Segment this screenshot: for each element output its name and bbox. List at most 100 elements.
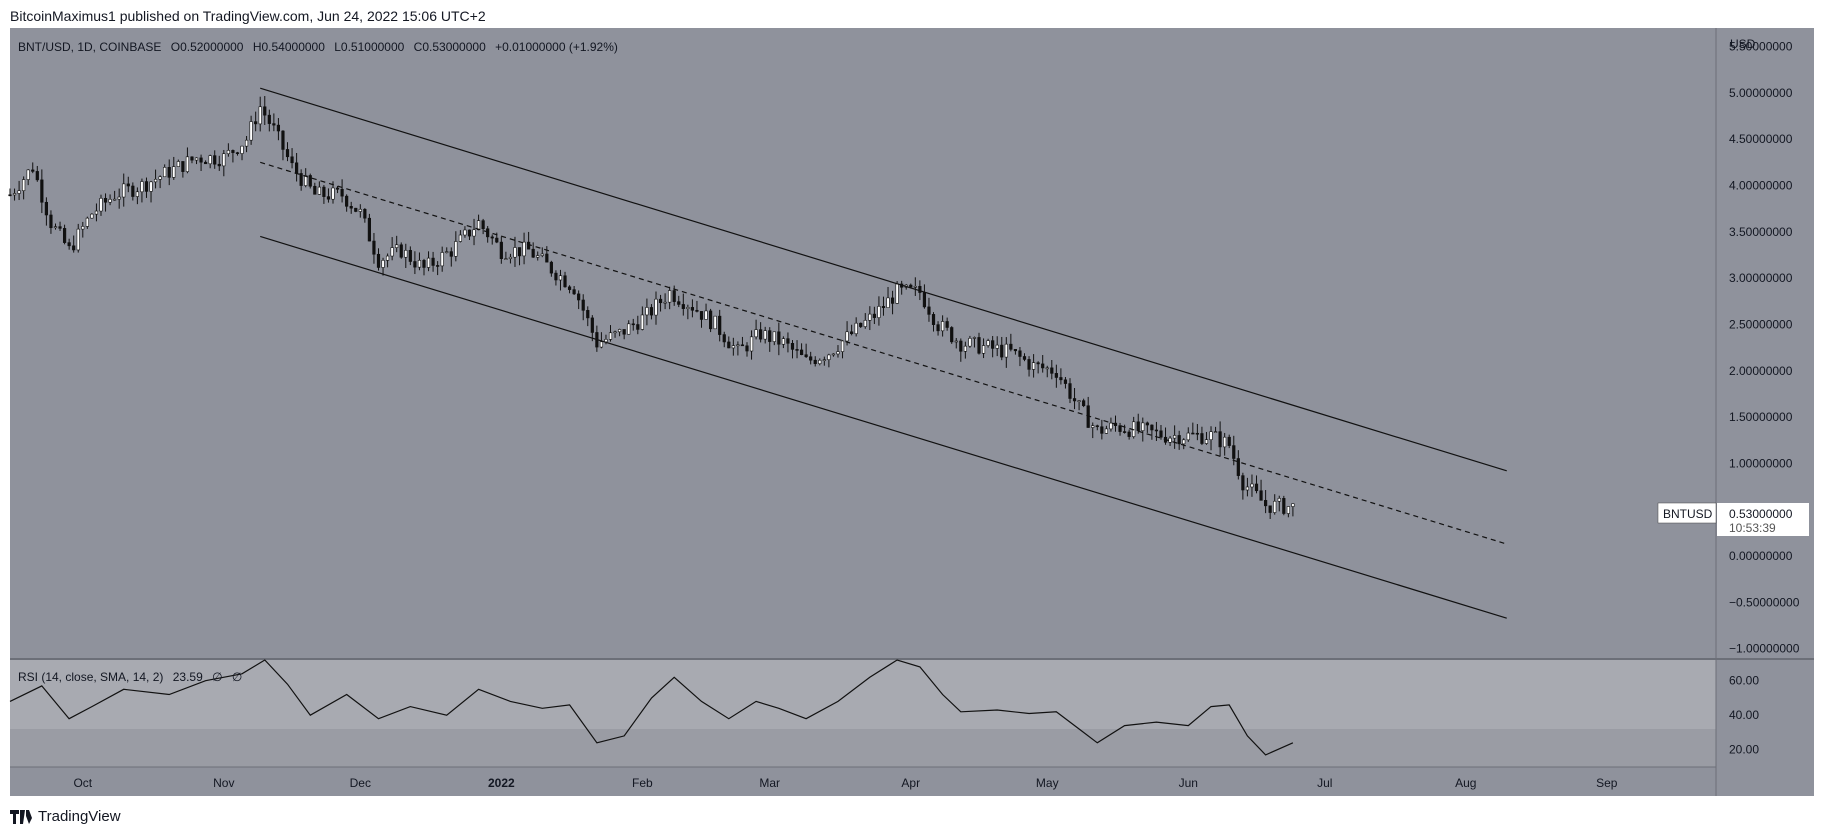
candle-body [1018,350,1022,357]
candle-body [1100,426,1104,434]
candle-body [749,336,754,352]
candle-body [708,310,713,330]
candle-body [909,284,913,288]
candle-body [554,272,558,281]
candle-body [404,250,408,258]
candle-body [17,190,21,194]
candle-body [272,123,276,126]
candle-body [322,186,326,197]
candle-body [1063,379,1068,384]
candle-body [913,285,917,288]
candle-body [445,251,449,253]
candle-body [1091,425,1095,428]
candle-body [1245,486,1250,491]
candle-body [1082,400,1086,407]
candle-body [122,183,126,198]
candle-body [645,307,649,316]
time-tick-label: Jun [1179,776,1198,790]
candle-body [258,106,262,125]
candle-body [504,258,508,260]
candles-layer [8,96,1295,519]
candle-body [172,166,176,178]
time-tick-label: Feb [632,776,653,790]
candle-body [1213,431,1218,433]
candle-body [1227,436,1231,446]
candle-body [704,310,708,320]
candle-body [995,344,999,349]
candle-body [1186,432,1190,441]
candle-body [745,345,749,352]
legend-c-value: 0.53000000 [422,40,486,54]
candle-body [1282,498,1286,514]
legend-c-label: C [414,40,423,54]
candle-body [463,229,467,236]
candle-body [199,157,203,163]
candle-body [1000,344,1004,358]
candle-body [1264,500,1268,507]
candle-body [367,217,371,242]
candle-body [1204,439,1209,444]
candle-body [158,176,162,180]
candle-body [936,324,940,332]
candle-body [1036,362,1040,365]
price-tick-label: 5.00000000 [1729,86,1793,100]
tradingview-footer: TradingView [10,808,121,825]
candle-body [640,314,644,330]
candle-body [963,345,967,352]
candle-body [94,210,99,215]
candle-body [40,179,44,203]
candle-body [244,139,249,147]
candle-body [618,329,622,333]
candle-body [672,290,676,302]
candle-body [1022,356,1027,360]
candle-body [981,345,986,354]
candle-body [176,161,180,167]
candle-body [740,344,745,347]
rsi-tick-label: 40.00 [1729,708,1759,722]
time-tick-label: Aug [1455,776,1476,790]
candle-body [895,283,899,304]
candle-body [99,197,103,212]
candle-body [1218,431,1222,448]
candle-body [313,185,317,195]
time-tick-label: Apr [901,776,920,790]
candle-body [1159,430,1163,438]
candle-body [636,324,640,330]
candle-body [62,228,67,243]
candle-body [713,315,717,330]
candle-body [527,241,531,250]
footer-brand: TradingView [38,808,121,825]
legend-change: +0.01000000 (+1.92%) [495,40,618,54]
candle-body [126,183,130,187]
candle-body [31,169,35,172]
candle-body [235,152,240,154]
main-pane-bg [10,28,1716,658]
candle-body [545,253,549,263]
candle-body [413,261,417,268]
candle-body [699,311,704,320]
candle-body [486,228,490,238]
price-tick-label: −1.00000000 [1729,642,1800,656]
rsi-band [10,660,1716,729]
channel-upper-line [260,87,1507,472]
legend-symbol: BNT/USD, 1D, COINBASE [18,40,161,54]
candle-body [331,187,335,200]
price-tick-label: 1.50000000 [1729,410,1793,424]
candle-body [308,175,312,187]
candle-body [144,181,149,192]
time-tick-label: Jul [1317,776,1332,790]
candle-body [1118,425,1122,432]
candle-body [422,260,426,268]
price-tag-value: 0.53000000 [1729,507,1793,521]
candle-body [385,255,390,261]
price-tick-label: 2.00000000 [1729,364,1793,378]
candle-body [1059,377,1063,381]
candle-body [654,298,658,316]
time-tick-label: Mar [759,776,780,790]
candle-body [103,197,108,203]
candle-body [231,150,235,153]
candle-body [81,226,85,230]
currency-label: USD [1730,37,1756,51]
time-tick-label: Nov [213,776,234,790]
